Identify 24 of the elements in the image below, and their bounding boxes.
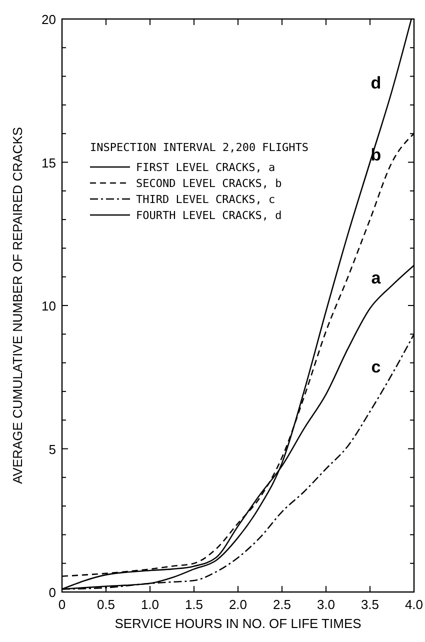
x-tick-label: 1.5 — [184, 597, 204, 612]
x-tick-label: 3.5 — [360, 597, 380, 612]
legend-label: FOURTH LEVEL CRACKS, d — [136, 209, 282, 222]
y-tick-label: 10 — [42, 298, 56, 314]
x-tick-label: 0.5 — [96, 597, 116, 612]
x-tick-label: 4.0 — [404, 597, 424, 612]
legend-title: INSPECTION INTERVAL 2,200 FLIGHTS — [90, 141, 309, 154]
x-tick-label: 0 — [58, 597, 66, 612]
x-tick-label: 2.5 — [272, 597, 292, 612]
annotation: d — [370, 74, 382, 93]
annotation: a — [371, 268, 382, 288]
x-tick-label: 1.0 — [140, 597, 160, 612]
y-tick-label: 5 — [48, 442, 56, 457]
x-axis-title: SERVICE HOURS IN NO. OF LIFE TIMES — [114, 616, 362, 631]
y-axis-title: AVERAGE CUMULATIVE NUMBER OF REPAIRED CRACKS — [10, 126, 25, 484]
y-tick-label: 0 — [48, 585, 56, 600]
legend-label: THIRD LEVEL CRACKS, c — [136, 193, 276, 206]
legend-label: FIRST LEVEL CRACKS, a — [136, 161, 276, 174]
legend-label: SECOND LEVEL CRACKS, b — [136, 177, 282, 190]
y-tick-label: 20 — [42, 12, 56, 27]
y-tick-label: 15 — [42, 155, 56, 170]
x-tick-label: 3.0 — [316, 597, 336, 612]
annotation: c — [371, 357, 381, 376]
x-tick-label: 2.0 — [228, 597, 248, 612]
